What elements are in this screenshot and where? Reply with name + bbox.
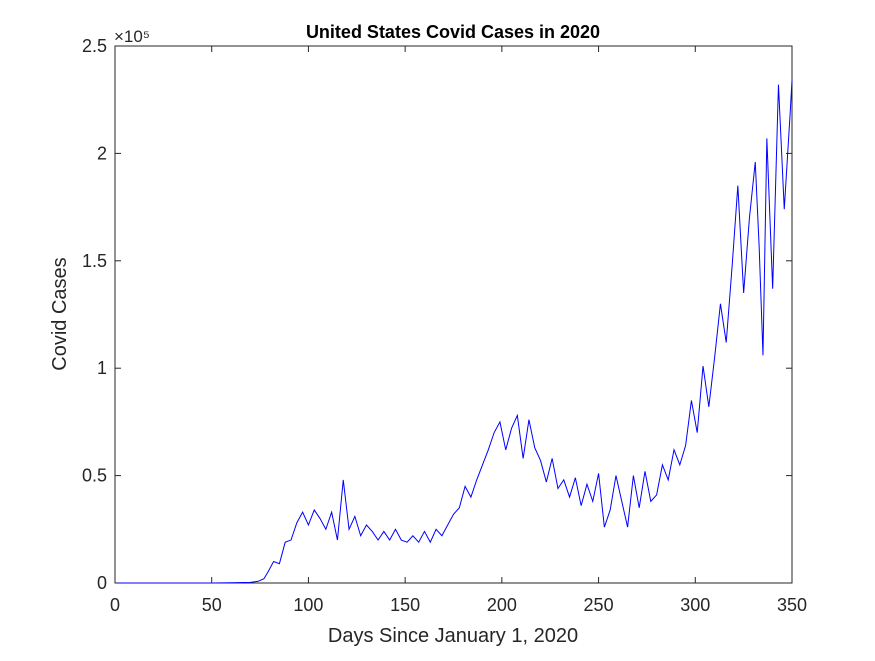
x-tick-label: 0 <box>110 595 120 615</box>
y-tick-label: 1.5 <box>82 251 107 271</box>
x-tick-label: 200 <box>487 595 517 615</box>
y-tick-label: 0.5 <box>82 466 107 486</box>
x-tick-label: 350 <box>777 595 807 615</box>
x-tick-label: 50 <box>202 595 222 615</box>
data-line <box>116 80 793 584</box>
y-tick-label: 1 <box>97 358 107 378</box>
plot-area <box>114 45 793 584</box>
x-tick-label: 150 <box>390 595 420 615</box>
y-tick-label: 2.5 <box>82 36 107 56</box>
x-tick-label: 300 <box>680 595 710 615</box>
x-axis-label: Days Since January 1, 2020 <box>328 625 578 647</box>
y-tick-label: 2 <box>97 143 107 163</box>
x-tick-label: 250 <box>584 595 614 615</box>
x-tick-label: 100 <box>293 595 323 615</box>
y-tick-label: 0 <box>97 573 107 593</box>
y-axis-label: Covid Cases <box>49 257 71 370</box>
chart-title: United States Covid Cases in 2020 <box>306 22 600 42</box>
y-exponent: ×10⁵ <box>114 27 150 46</box>
